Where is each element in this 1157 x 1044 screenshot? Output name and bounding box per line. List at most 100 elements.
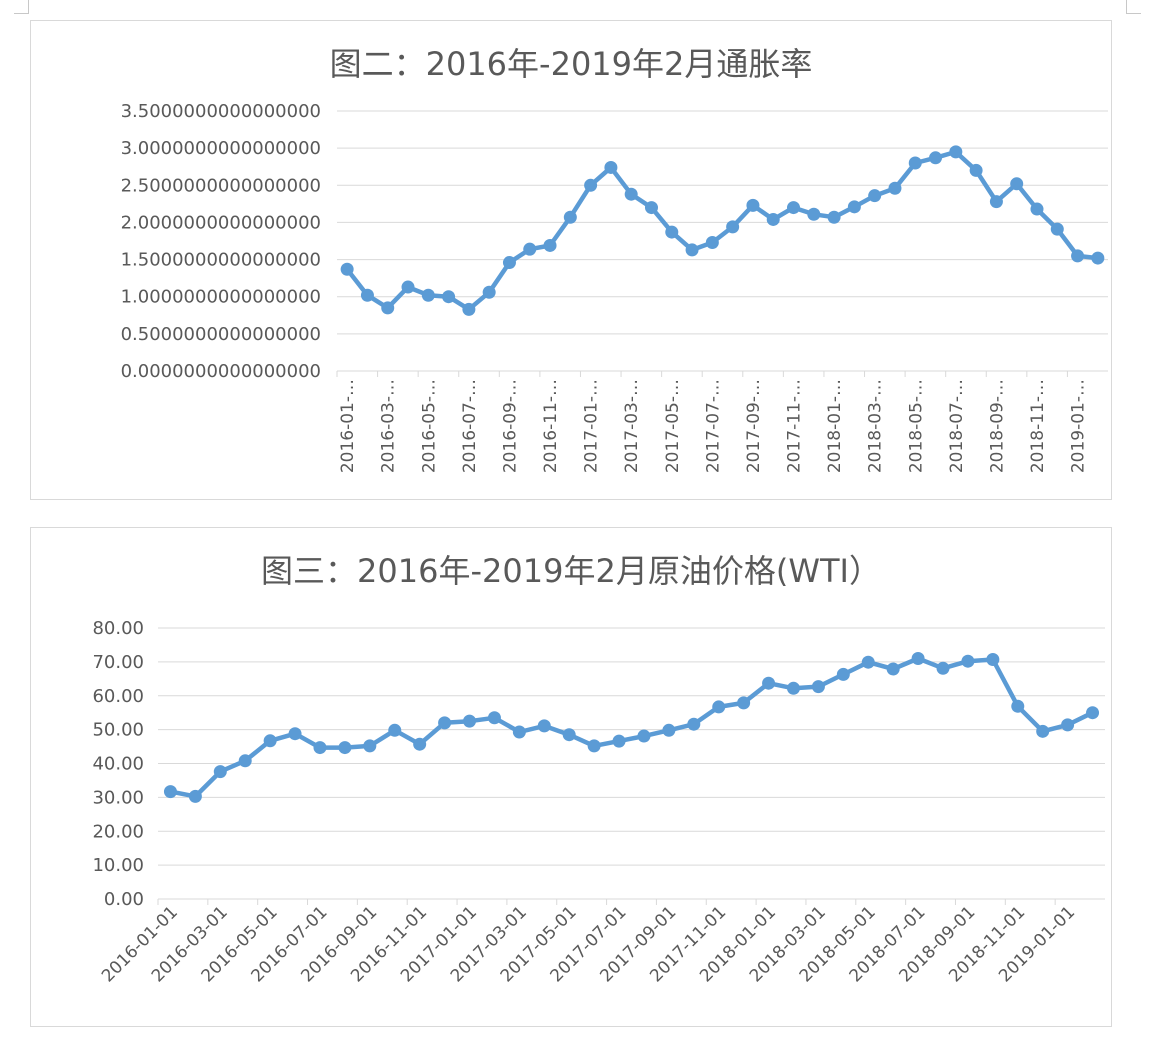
data-point <box>847 200 861 214</box>
y-tick-label: 1.5000000000000000 <box>121 250 321 271</box>
y-tick-label: 10.00 <box>92 855 144 876</box>
data-point <box>1011 699 1025 713</box>
series-line <box>344 149 1101 312</box>
data-point <box>644 201 658 215</box>
data-point <box>543 238 557 252</box>
y-tick-label: 30.00 <box>92 787 144 808</box>
data-point <box>360 288 374 302</box>
data-point <box>421 288 435 302</box>
x-tick-label: 2018-11-… <box>1028 379 1048 473</box>
data-point <box>263 734 277 748</box>
data-point <box>868 189 882 203</box>
y-tick-label: 20.00 <box>92 821 144 842</box>
data-point <box>338 741 352 755</box>
data-point <box>929 151 943 165</box>
y-tick-label: 50.00 <box>92 720 144 741</box>
data-point <box>861 655 875 669</box>
data-point <box>969 163 983 177</box>
data-point <box>313 741 327 755</box>
data-point <box>712 700 726 714</box>
x-tick-label: 2018-03-… <box>866 379 886 473</box>
data-point <box>363 739 377 753</box>
data-point <box>188 789 202 803</box>
data-point <box>986 653 1000 667</box>
data-point <box>786 681 800 695</box>
data-point <box>949 145 963 159</box>
data-point <box>726 220 740 234</box>
series-line <box>168 656 1095 799</box>
x-tick-label: 2017-11-… <box>785 379 805 473</box>
x-tick-label: 2016-11-… <box>541 379 561 473</box>
data-point <box>886 662 900 676</box>
data-point <box>340 262 354 276</box>
chart-title: 图三：2016年-2019年2月原油价格(WTI） <box>261 552 881 590</box>
y-tick-label: 2.0000000000000000 <box>121 212 321 233</box>
data-point <box>665 225 679 239</box>
data-point <box>562 728 576 742</box>
y-tick-label: 40.00 <box>92 754 144 775</box>
data-point <box>563 210 577 224</box>
data-point <box>961 654 975 668</box>
x-tick-label: 2018-07-… <box>947 379 967 473</box>
data-point <box>762 676 776 690</box>
x-tick-label: 2017-01-… <box>582 379 602 473</box>
data-point <box>1010 177 1024 191</box>
data-point <box>612 734 626 748</box>
data-point <box>936 661 950 675</box>
y-tick-label: 0.5000000000000000 <box>121 324 321 345</box>
data-point <box>487 711 501 725</box>
data-point <box>811 680 825 694</box>
data-point <box>238 754 252 768</box>
data-point <box>888 181 902 195</box>
data-point <box>482 285 496 299</box>
x-tick-label: 2017-05-… <box>663 379 683 473</box>
data-point <box>381 301 395 315</box>
data-point <box>288 727 302 741</box>
data-point <box>388 723 402 737</box>
x-tick-label: 2018-05-… <box>906 379 926 473</box>
x-tick-label: 2017-09-… <box>744 379 764 473</box>
data-point <box>787 201 801 215</box>
y-tick-label: 80.00 <box>92 618 144 639</box>
data-point <box>512 725 526 739</box>
data-point <box>584 178 598 192</box>
data-point <box>911 651 925 665</box>
data-point <box>766 212 780 226</box>
data-point <box>662 723 676 737</box>
data-point <box>462 302 476 316</box>
x-tick-label: 2018-09-… <box>987 379 1007 473</box>
data-point <box>1061 718 1075 732</box>
y-tick-label: 1.0000000000000000 <box>121 287 321 308</box>
x-tick-label: 2016-01-… <box>338 379 358 473</box>
chart-title: 图二：2016年-2019年2月通胀率 <box>330 45 813 83</box>
x-tick-label: 2019-01-… <box>1069 379 1089 473</box>
y-tick-label: 60.00 <box>92 686 144 707</box>
page-corner-mark-right <box>1126 0 1141 14</box>
data-point <box>1050 222 1064 236</box>
data-point <box>523 242 537 256</box>
data-point <box>746 198 760 212</box>
y-tick-label: 3.5000000000000000 <box>121 101 321 122</box>
data-point <box>413 737 427 751</box>
data-point <box>908 156 922 170</box>
x-tick-label: 2016-07-… <box>460 379 480 473</box>
data-point <box>442 290 456 304</box>
x-tick-label: 2016-03-… <box>379 379 399 473</box>
data-point <box>637 729 651 743</box>
y-tick-label: 70.00 <box>92 652 144 673</box>
data-point <box>1030 202 1044 216</box>
data-point <box>1036 724 1050 738</box>
y-tick-label: 0.00 <box>104 889 144 910</box>
data-point <box>1086 706 1100 720</box>
data-point <box>213 765 227 779</box>
data-point <box>624 187 638 201</box>
data-point <box>1091 251 1105 265</box>
data-point <box>807 207 821 221</box>
data-point <box>685 243 699 257</box>
inflation-chart: 图二：2016年-2019年2月通胀率 0.0000000000000000 0.5… <box>121 45 1108 473</box>
data-point <box>587 739 601 753</box>
data-point <box>401 280 415 294</box>
data-point <box>463 714 477 728</box>
x-tick-label: 2016-05-… <box>419 379 439 473</box>
data-point <box>502 256 516 270</box>
